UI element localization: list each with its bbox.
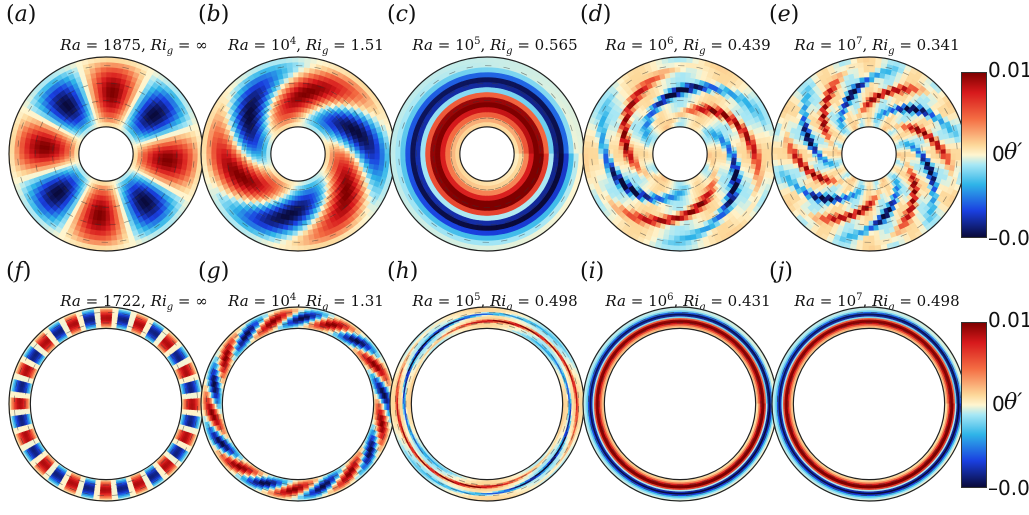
colorbar [961, 72, 987, 238]
annulus-plot-d [582, 56, 778, 252]
annulus-plot-c [389, 56, 585, 252]
annulus-plot-j [771, 306, 967, 502]
panel-label-h: (h) [387, 259, 419, 284]
panel-letter: g [206, 259, 221, 284]
panel-letter: f [14, 259, 23, 284]
colorbar-tick-max: 0.01 [988, 308, 1029, 332]
panel-label-b: (b) [198, 2, 230, 27]
colorbar-tick-min: –0.01 [988, 476, 1029, 500]
panel-label-c: (c) [387, 2, 417, 27]
colorbar-tick-min: –0.01 [988, 226, 1029, 250]
panel-caption-a: Ra = 1875, Rig = ∞ [60, 36, 208, 57]
panel-letter: a [14, 2, 28, 27]
panel-letter: h [395, 259, 410, 284]
panel-caption-g: Ra = 104, Rig = 1.31 [228, 292, 384, 313]
panel-label-a: (a) [6, 2, 37, 27]
colorbar [961, 322, 987, 488]
panel-caption-c: Ra = 105, Rig = 0.565 [412, 36, 578, 57]
annulus-plot-g [200, 306, 396, 502]
panel-caption-d: Ra = 106, Rig = 0.439 [605, 36, 771, 57]
colorbar-tick-mid: 0 [992, 392, 1005, 416]
panel-label-g: (g) [198, 259, 230, 284]
panel-letter: d [588, 2, 603, 27]
colorbar-tick-mid: 0 [992, 142, 1005, 166]
panel-letter: j [777, 259, 785, 284]
panel-letter: e [777, 2, 791, 27]
colorbar-symbol: θ′ [1004, 390, 1023, 415]
panel-caption-i: Ra = 106, Rig = 0.431 [605, 292, 771, 313]
panel-caption-h: Ra = 105, Rig = 0.498 [412, 292, 578, 313]
colorbar-symbol: θ′ [1004, 140, 1023, 165]
annulus-plot-a [8, 56, 204, 252]
colorbar-tick-max: 0.01 [988, 58, 1029, 82]
panel-letter: c [395, 2, 408, 27]
panel-caption-j: Ra = 107, Rig = 0.498 [794, 292, 960, 313]
panel-caption-f: Ra = 1722, Rig = ∞ [60, 292, 208, 313]
panel-label-e: (e) [769, 2, 800, 27]
panel-caption-b: Ra = 104, Rig = 1.51 [228, 36, 384, 57]
annulus-plot-h [389, 306, 585, 502]
panel-label-d: (d) [580, 2, 612, 27]
panel-label-f: (f) [6, 259, 32, 284]
annulus-plot-e [771, 56, 967, 252]
annulus-plot-f [8, 306, 204, 502]
annulus-plot-i [582, 306, 778, 502]
annulus-plot-b [200, 56, 396, 252]
panel-label-j: (j) [769, 259, 794, 284]
panel-label-i: (i) [580, 259, 605, 284]
panel-letter: i [588, 259, 596, 284]
panel-letter: b [206, 2, 221, 27]
panel-caption-e: Ra = 107, Rig = 0.341 [794, 36, 960, 57]
